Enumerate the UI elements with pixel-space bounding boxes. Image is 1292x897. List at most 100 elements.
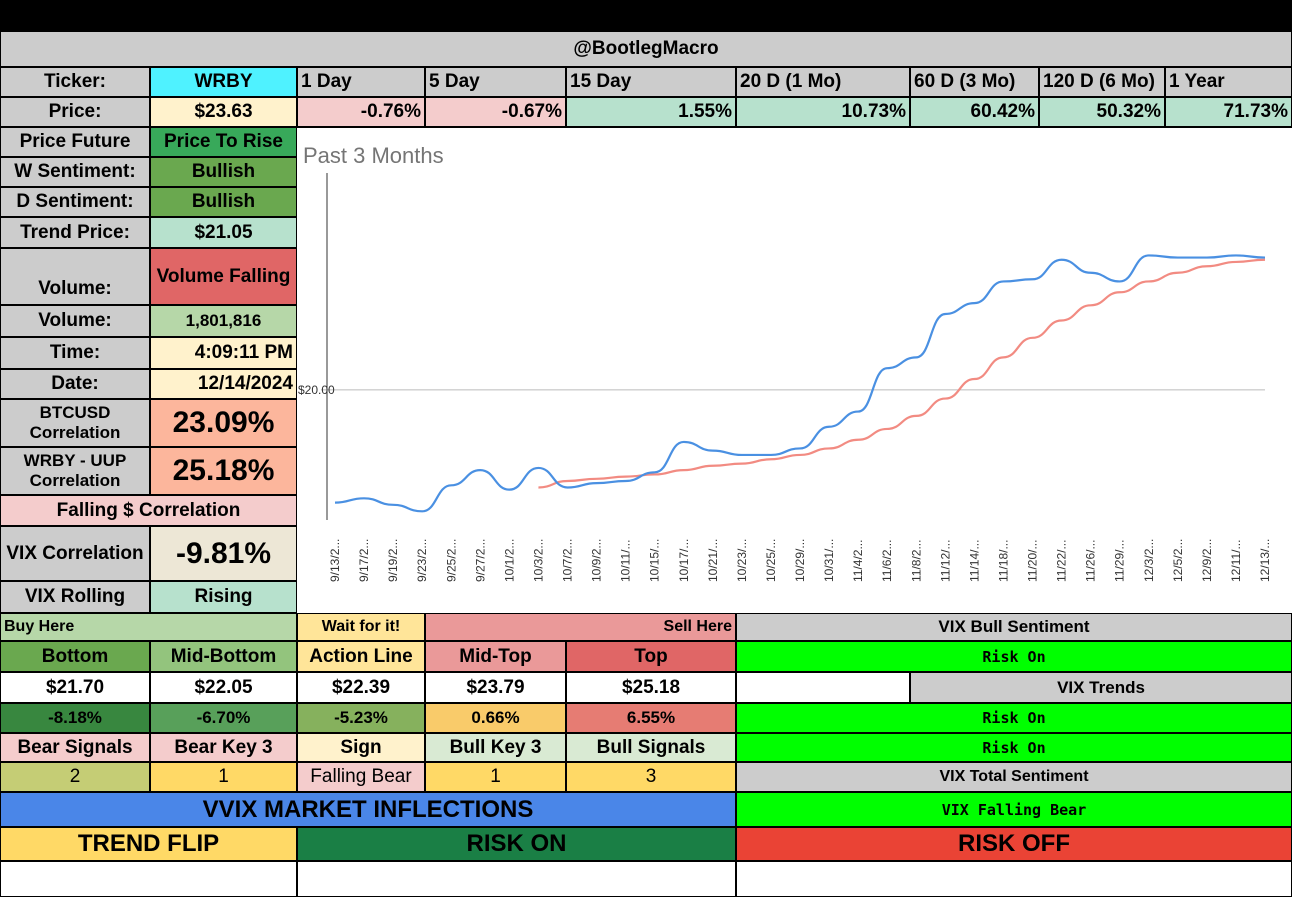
signal-value-bull-signals: 3: [566, 762, 736, 792]
level-name-bottom: Bottom: [0, 641, 150, 672]
signal-header-sign: Sign: [297, 733, 425, 762]
signal-header-bull-key-3: Bull Key 3: [425, 733, 566, 762]
x-tick-label: 9/25/2...: [444, 539, 458, 582]
change-60-day: 60.42%: [910, 97, 1039, 127]
d-sentiment-value: Bullish: [150, 187, 297, 217]
level-pct-bottom: -8.18%: [0, 703, 150, 733]
trend-flip-cell: [0, 861, 297, 897]
series-line-trend: [538, 258, 1266, 489]
level-pct-mid-bottom: -6.70%: [150, 703, 297, 733]
wait-label: Wait for it!: [297, 613, 425, 641]
falling-corr-label: Falling $ Correlation: [0, 495, 297, 526]
x-tick-label: 9/17/2...: [357, 539, 371, 582]
volume-value: 1,801,816: [150, 305, 297, 337]
vix-corr-label: VIX Correlation: [0, 526, 150, 581]
x-tick-label: 12/9/2...: [1200, 539, 1214, 582]
volume-trend-value: Volume Falling: [150, 248, 297, 305]
x-tick-label: 10/25/...: [764, 539, 778, 582]
btc-corr-label: BTCUSD Correlation: [0, 399, 150, 447]
x-tick-label: 10/29/...: [793, 539, 807, 582]
price-label: Price:: [0, 97, 150, 127]
level-price-mid-top: $23.79: [425, 672, 566, 703]
x-tick-label: 10/11/...: [619, 540, 633, 582]
level-price-action-line: $22.39: [297, 672, 425, 703]
w-sentiment-label: W Sentiment:: [0, 157, 150, 187]
trend-price-label: Trend Price:: [0, 217, 150, 248]
vix-trend-value-1: Risk On: [736, 703, 1292, 733]
vix-trend-value-2: Risk On: [736, 733, 1292, 762]
x-tick-label: 11/22/...: [1055, 540, 1069, 582]
vix-total-sentiment-value: VIX Falling Bear: [736, 792, 1292, 827]
x-tick-label: 11/26/...: [1084, 540, 1098, 582]
x-tick-label: 11/12/...: [938, 540, 952, 582]
x-tick-label: 9/23/2...: [415, 539, 429, 582]
period-120-day: 120 D (6 Mo): [1039, 67, 1165, 97]
ticker-label: Ticker:: [0, 67, 150, 97]
vix-corr-value: -9.81%: [150, 526, 297, 581]
vix-trends-blank: [736, 672, 910, 703]
vix-bull-sentiment-value: Risk On: [736, 641, 1292, 672]
sell-here-label: Sell Here: [425, 613, 736, 641]
x-tick-label: 11/4/2...: [851, 540, 865, 582]
x-tick-label: 12/3/2...: [1142, 539, 1156, 582]
change-1-year: 71.73%: [1165, 97, 1292, 127]
x-tick-label: 10/3/2...: [531, 539, 545, 582]
x-tick-label: 10/23/...: [735, 539, 749, 582]
level-name-mid-top: Mid-Top: [425, 641, 566, 672]
change-15-day: 1.55%: [566, 97, 736, 127]
change-1-day: -0.76%: [297, 97, 425, 127]
signal-header-bear-key-3: Bear Key 3: [150, 733, 297, 762]
page-title: @BootlegMacro: [0, 31, 1292, 67]
level-price-top: $25.18: [566, 672, 736, 703]
level-pct-action-line: -5.23%: [297, 703, 425, 733]
signal-value-bull-key-3: 1: [425, 762, 566, 792]
x-tick-label: 11/8/2...: [909, 540, 923, 582]
buy-here-label: Buy Here: [0, 613, 297, 641]
signal-header-bull-signals: Bull Signals: [566, 733, 736, 762]
date-value: 12/14/2024: [150, 369, 297, 399]
period-5-day: 5 Day: [425, 67, 566, 97]
x-tick-label: 9/27/2...: [473, 539, 487, 582]
trend-price-value: $21.05: [150, 217, 297, 248]
date-label: Date:: [0, 369, 150, 399]
signal-value-bear-key-3: 1: [150, 762, 297, 792]
x-tick-label: 12/5/2...: [1171, 539, 1185, 582]
chart-title: Past 3 Months: [303, 143, 444, 168]
x-tick-label: 11/20/...: [1026, 540, 1040, 582]
x-tick-label: 10/15/...: [648, 539, 662, 582]
level-name-mid-bottom: Mid-Bottom: [150, 641, 297, 672]
uup-corr-label: WRBY - UUP Correlation: [0, 447, 150, 495]
level-name-action-line: Action Line: [297, 641, 425, 672]
level-price-bottom: $21.70: [0, 672, 150, 703]
x-tick-label: 11/29/...: [1113, 540, 1127, 582]
period-15-day: 15 Day: [566, 67, 736, 97]
level-name-top: Top: [566, 641, 736, 672]
price-future-value: Price To Rise: [150, 127, 297, 157]
time-value: 4:09:11 PM: [150, 337, 297, 369]
x-tick-label: 10/1/2...: [502, 539, 516, 582]
change-120-day: 50.32%: [1039, 97, 1165, 127]
x-tick-label: 10/9/2...: [590, 539, 604, 582]
signal-value-sign: Falling Bear: [297, 762, 425, 792]
top-bar: [0, 0, 1292, 31]
price-chart-svg: Past 3 Months $20.00 9/13/2... 9/17/2... 9…: [298, 143, 1272, 582]
ticker-value[interactable]: WRBY: [150, 67, 297, 97]
price-future-label: Price Future: [0, 127, 150, 157]
risk-off-label: RISK OFF: [736, 827, 1292, 861]
risk-on-cell: [297, 861, 736, 897]
risk-off-cell: [736, 861, 1292, 897]
change-20-day: 10.73%: [736, 97, 910, 127]
trend-flip-label: TREND FLIP: [0, 827, 297, 861]
x-tick-label: 11/18/...: [996, 540, 1010, 582]
d-sentiment-label: D Sentiment:: [0, 187, 150, 217]
time-label: Time:: [0, 337, 150, 369]
x-tick-label: 10/17/...: [677, 539, 691, 582]
vix-total-sentiment-label: VIX Total Sentiment: [736, 762, 1292, 792]
volume-label: Volume:: [0, 305, 150, 337]
vix-rolling-value: Rising: [150, 581, 297, 613]
vix-bull-sentiment-label: VIX Bull Sentiment: [736, 613, 1292, 641]
period-1-year: 1 Year: [1165, 67, 1292, 97]
series-line-price: [334, 254, 1266, 513]
x-tick-label: 11/6/2...: [880, 540, 894, 582]
level-price-mid-bottom: $22.05: [150, 672, 297, 703]
